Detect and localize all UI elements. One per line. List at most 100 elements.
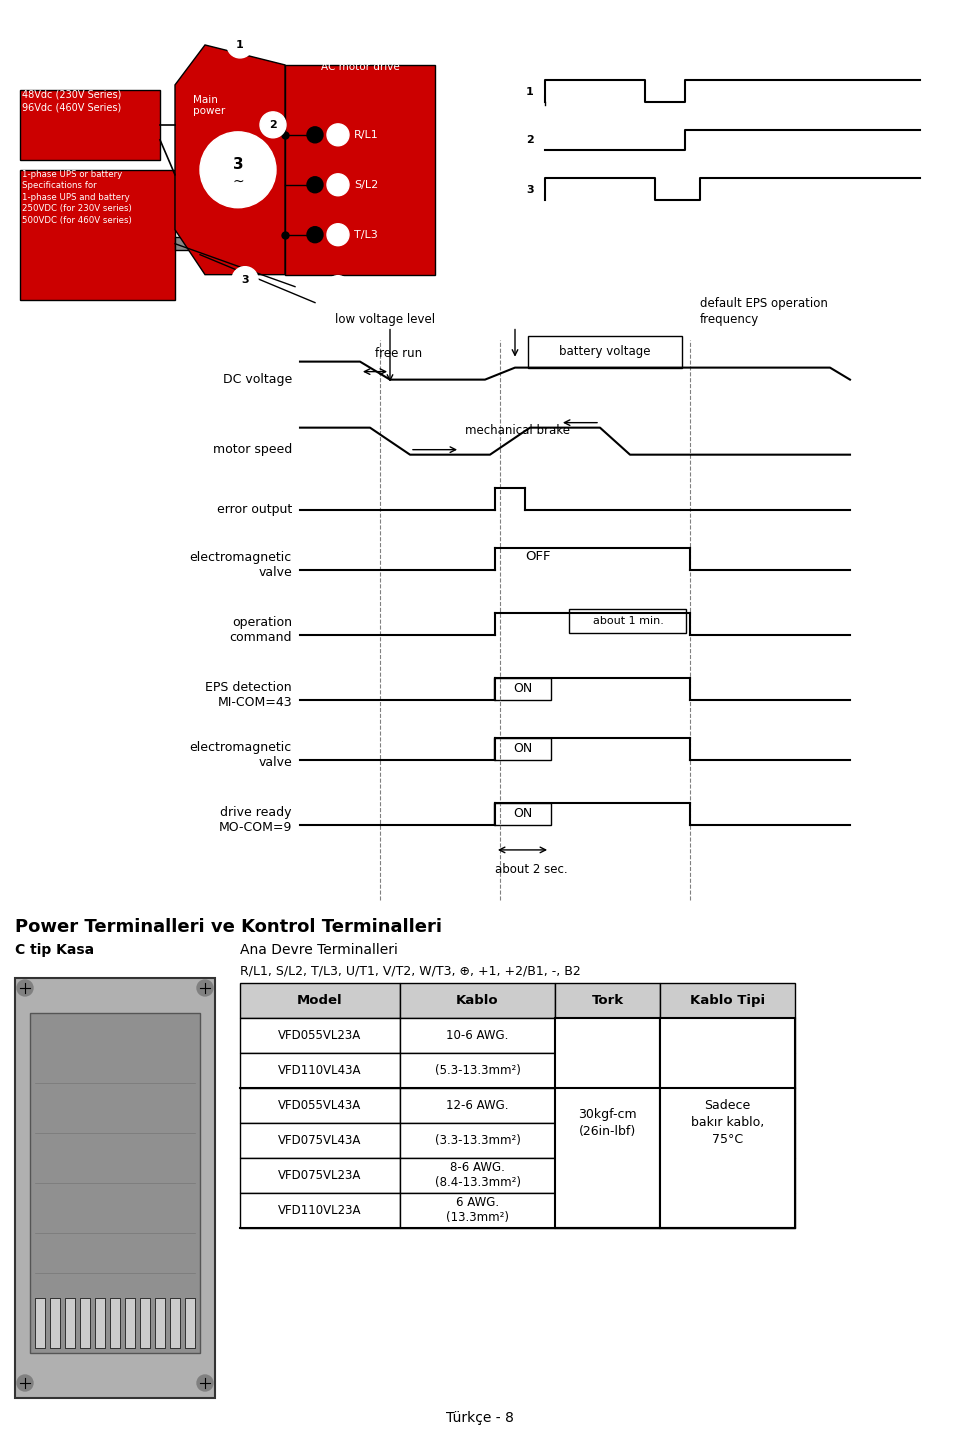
FancyBboxPatch shape <box>660 1123 795 1158</box>
Text: 30kgf-cm
(26in-lbf): 30kgf-cm (26in-lbf) <box>578 1108 636 1138</box>
Text: Kablo: Kablo <box>456 995 499 1007</box>
Text: Sadece
bakır kablo,
75°C: Sadece bakır kablo, 75°C <box>691 1099 764 1146</box>
Text: 48Vdc (230V Series)
96Vdc (460V Series): 48Vdc (230V Series) 96Vdc (460V Series) <box>22 90 121 112</box>
Text: Before inputting emergency power,
magnetic contactor ①  and  ③  are ON and
magne: Before inputting emergency power, magnet… <box>510 209 712 315</box>
FancyBboxPatch shape <box>660 1088 795 1123</box>
FancyBboxPatch shape <box>35 1298 45 1348</box>
Text: EPS/-: EPS/- <box>354 298 383 308</box>
FancyBboxPatch shape <box>555 1123 660 1158</box>
Circle shape <box>17 980 33 996</box>
Text: electromagnetic
valve: electromagnetic valve <box>190 550 292 579</box>
FancyBboxPatch shape <box>400 1088 555 1123</box>
Text: VFD075VL43A: VFD075VL43A <box>278 1134 362 1146</box>
Circle shape <box>517 176 543 202</box>
FancyBboxPatch shape <box>240 1053 400 1088</box>
FancyBboxPatch shape <box>110 1298 120 1348</box>
Text: R/L1, S/L2, T/L3, U/T1, V/T2, W/T3, ⊕, +1, +2/B1, -, B2: R/L1, S/L2, T/L3, U/T1, V/T2, W/T3, ⊕, +… <box>240 964 581 977</box>
Text: 8-6 AWG.
(8.4-13.3mm²): 8-6 AWG. (8.4-13.3mm²) <box>435 1162 520 1189</box>
Text: 1: 1 <box>236 40 244 50</box>
Circle shape <box>227 32 253 57</box>
Text: about 2 sec.: about 2 sec. <box>495 863 567 876</box>
Text: 3: 3 <box>241 275 249 285</box>
Text: 2: 2 <box>526 135 534 145</box>
Text: Main
power: Main power <box>193 95 226 116</box>
Circle shape <box>517 128 543 153</box>
Text: Türkçe - 8: Türkçe - 8 <box>446 1412 514 1424</box>
FancyBboxPatch shape <box>494 802 551 825</box>
Text: EPS/+: EPS/+ <box>354 282 388 292</box>
Circle shape <box>307 128 323 143</box>
FancyBboxPatch shape <box>240 1088 400 1123</box>
FancyBboxPatch shape <box>555 1017 660 1228</box>
Circle shape <box>260 112 286 138</box>
Circle shape <box>197 980 213 996</box>
FancyBboxPatch shape <box>155 1298 165 1348</box>
Text: C tip Kasa: C tip Kasa <box>15 943 94 957</box>
Circle shape <box>517 79 543 105</box>
Text: 12-6 AWG.: 12-6 AWG. <box>446 1099 509 1112</box>
FancyBboxPatch shape <box>660 983 795 1017</box>
Text: Timing diagram of M.C.
(magnetic contactor): Timing diagram of M.C. (magnetic contact… <box>510 20 648 49</box>
Text: VFD055VL23A: VFD055VL23A <box>278 1029 362 1042</box>
FancyBboxPatch shape <box>175 236 193 249</box>
Text: S/L2: S/L2 <box>354 179 378 189</box>
Text: about 1 min.: about 1 min. <box>592 616 663 626</box>
FancyBboxPatch shape <box>240 1017 400 1053</box>
FancyBboxPatch shape <box>528 335 682 368</box>
Text: default EPS operation
frequency: default EPS operation frequency <box>700 297 828 327</box>
FancyBboxPatch shape <box>400 1053 555 1088</box>
Text: 1: 1 <box>526 87 534 97</box>
Text: free run: free run <box>375 347 422 360</box>
Text: (3.3-13.3mm²): (3.3-13.3mm²) <box>435 1134 520 1146</box>
Text: Figure 4 Apply to two batteries with main battery voltage is lower than 280Vdc: Figure 4 Apply to two batteries with mai… <box>120 11 840 27</box>
FancyBboxPatch shape <box>240 983 400 1017</box>
Text: 2: 2 <box>269 120 276 130</box>
FancyBboxPatch shape <box>660 1194 795 1228</box>
Circle shape <box>327 275 349 298</box>
FancyBboxPatch shape <box>240 1158 400 1194</box>
FancyBboxPatch shape <box>400 1123 555 1158</box>
Text: ON: ON <box>514 682 533 695</box>
Text: To input emergency power: To input emergency power <box>175 315 305 325</box>
FancyBboxPatch shape <box>20 90 160 160</box>
Text: DC voltage: DC voltage <box>223 373 292 385</box>
Text: Model: Model <box>298 995 343 1007</box>
Text: T/L3: T/L3 <box>354 229 377 239</box>
Text: error output: error output <box>217 503 292 516</box>
Text: COM: COM <box>354 321 380 331</box>
Text: AC motor drive: AC motor drive <box>321 62 399 72</box>
Text: MI1~8: MI1~8 <box>354 310 391 320</box>
FancyBboxPatch shape <box>140 1298 150 1348</box>
Circle shape <box>327 123 349 146</box>
Text: battery voltage: battery voltage <box>560 345 651 358</box>
FancyBboxPatch shape <box>555 1017 660 1053</box>
FancyBboxPatch shape <box>400 1017 555 1053</box>
Text: Power Terminalleri ve Kontrol Terminalleri: Power Terminalleri ve Kontrol Terminalle… <box>15 919 442 936</box>
FancyBboxPatch shape <box>400 1158 555 1194</box>
FancyBboxPatch shape <box>240 1194 400 1228</box>
Text: VFD110VL23A: VFD110VL23A <box>278 1204 362 1217</box>
FancyBboxPatch shape <box>569 609 686 633</box>
Text: Tork: Tork <box>591 995 624 1007</box>
FancyBboxPatch shape <box>170 1298 180 1348</box>
Text: 3: 3 <box>526 185 534 195</box>
FancyBboxPatch shape <box>240 1123 400 1158</box>
FancyBboxPatch shape <box>555 983 660 1017</box>
Text: ON: ON <box>514 742 533 755</box>
Text: Ana Devre Terminalleri: Ana Devre Terminalleri <box>240 943 397 957</box>
Text: drive ready
MO-COM=9: drive ready MO-COM=9 <box>219 805 292 834</box>
FancyBboxPatch shape <box>50 1298 60 1348</box>
Text: Kablo Tipi: Kablo Tipi <box>690 995 765 1007</box>
FancyBboxPatch shape <box>555 1158 660 1194</box>
Text: (5.3-13.3mm²): (5.3-13.3mm²) <box>435 1063 520 1078</box>
Text: low voltage level: low voltage level <box>335 312 435 327</box>
Circle shape <box>327 304 349 325</box>
Circle shape <box>327 315 349 338</box>
FancyBboxPatch shape <box>400 983 555 1017</box>
FancyBboxPatch shape <box>660 1017 795 1053</box>
FancyBboxPatch shape <box>660 1017 795 1228</box>
Circle shape <box>327 292 349 314</box>
Circle shape <box>200 132 276 208</box>
Circle shape <box>327 224 349 245</box>
Circle shape <box>307 226 323 242</box>
